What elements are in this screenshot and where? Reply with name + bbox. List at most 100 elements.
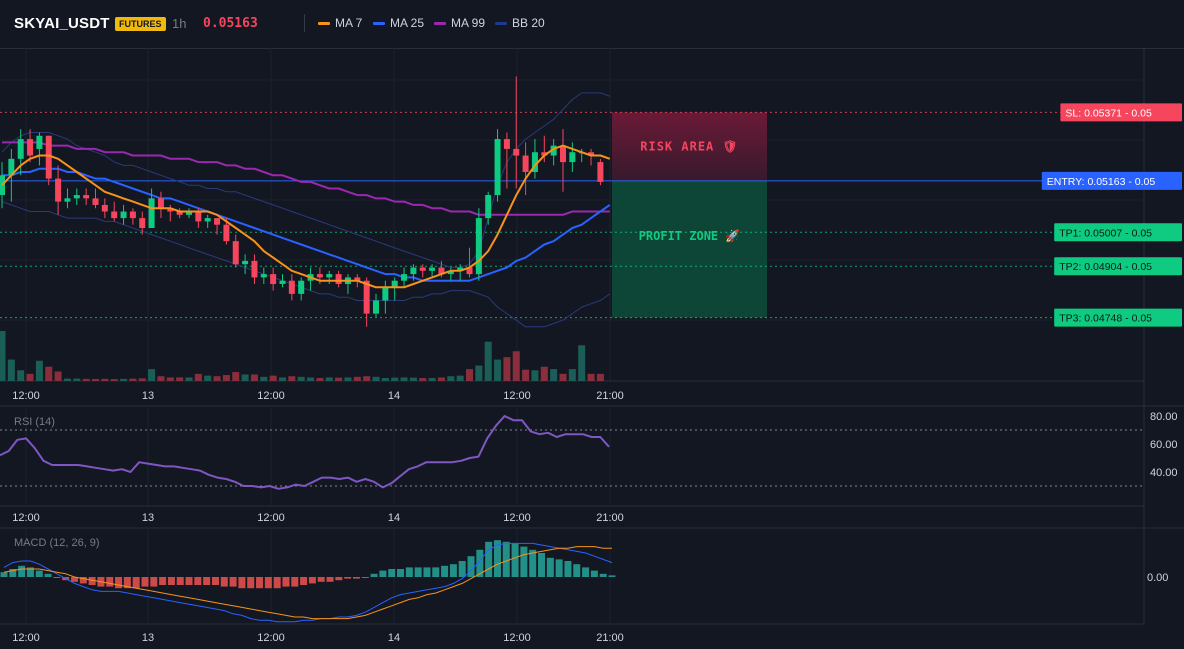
- volume-bar: [241, 374, 249, 381]
- candle-body: [363, 280, 370, 314]
- volume-bar: [17, 370, 25, 381]
- candle-body: [101, 204, 108, 212]
- volume-bar: [512, 351, 520, 381]
- level-label-0: SL: 0.05371 - 0.05: [1065, 107, 1152, 119]
- level-label-4: TP3: 0.04748 - 0.05: [1059, 313, 1152, 325]
- macd-histogram-bar: [582, 567, 590, 577]
- candle-body: [513, 148, 520, 156]
- main-time-label: 12:00: [503, 390, 531, 402]
- candle-body: [494, 139, 501, 196]
- main-time-label: 13: [142, 390, 154, 402]
- macd-histogram-bar: [0, 572, 8, 577]
- macd-time-label: 12:00: [12, 632, 40, 644]
- candle-body: [251, 260, 258, 278]
- candle-body: [129, 211, 136, 219]
- macd-histogram-bar: [132, 577, 140, 589]
- macd-time-label: 12:00: [257, 632, 285, 644]
- volume-bar: [391, 377, 399, 381]
- symbol-name[interactable]: SKYAI_USDT: [14, 15, 110, 32]
- volume-bar: [148, 369, 156, 381]
- macd-histogram-bar: [44, 573, 52, 577]
- volume-bar: [596, 373, 604, 381]
- macd-title: MACD (12, 26, 9): [14, 537, 100, 549]
- macd-histogram-bar: [194, 577, 202, 585]
- candle-body: [466, 267, 473, 275]
- volume-bar: [82, 378, 90, 381]
- candle-body: [288, 280, 295, 294]
- rsi-axis-label: 60.00: [1150, 439, 1178, 451]
- volume-bar: [316, 378, 324, 381]
- candle-body: [401, 274, 408, 281]
- macd-histogram-bar: [511, 543, 519, 577]
- volume-bar: [428, 378, 436, 381]
- legend-ma7[interactable]: MA 7: [318, 16, 362, 30]
- volume-bar: [344, 377, 352, 381]
- macd-time-label: 12:00: [503, 632, 531, 644]
- macd-histogram-bar: [247, 577, 255, 589]
- candle-body: [569, 152, 576, 163]
- macd-histogram-bar: [203, 577, 211, 585]
- profit-zone-label: PROFIT ZONE 🚀: [639, 229, 741, 243]
- volume-bar: [222, 375, 230, 381]
- candle-body: [298, 280, 305, 294]
- macd-histogram-bar: [555, 559, 563, 577]
- ma99-swatch: [434, 21, 446, 25]
- macd-histogram-bar: [211, 577, 219, 585]
- volume-bar: [45, 366, 53, 381]
- macd-histogram-bar: [220, 577, 228, 587]
- macd-histogram-bar: [423, 567, 431, 577]
- candle-body: [242, 260, 249, 265]
- macd-histogram-bar: [308, 577, 316, 584]
- ma25-swatch: [373, 21, 385, 25]
- macd-histogram-bar: [123, 577, 131, 589]
- rsi-axis-label: 80.00: [1150, 411, 1178, 423]
- candle-body: [176, 211, 183, 215]
- candle-body: [120, 211, 127, 219]
- candle-body: [36, 135, 43, 149]
- macd-time-label: 14: [388, 632, 400, 644]
- legend-bb20-label: BB 20: [512, 16, 545, 30]
- volume-bar: [466, 369, 473, 381]
- macd-histogram-bar: [282, 577, 290, 587]
- volume-bar: [587, 373, 595, 381]
- volume-bar: [26, 373, 34, 381]
- macd-histogram-bar: [370, 573, 378, 577]
- macd-histogram-bar: [273, 577, 281, 589]
- volume-bar: [73, 378, 81, 381]
- candle-body: [419, 267, 426, 271]
- macd-histogram-bar: [167, 577, 175, 585]
- volume-bar: [35, 360, 43, 381]
- macd-histogram-bar: [9, 569, 17, 577]
- volume-bar: [250, 374, 258, 381]
- candle-body: [232, 241, 239, 265]
- candle-body: [485, 195, 492, 219]
- macd-histogram-bar: [529, 549, 537, 577]
- volume-bar: [325, 377, 333, 381]
- candle-body: [541, 152, 548, 156]
- volume-bar: [522, 369, 530, 381]
- legend-ma25[interactable]: MA 25: [373, 16, 424, 30]
- legend-bb20[interactable]: BB 20: [495, 16, 545, 30]
- candle-body: [55, 178, 62, 202]
- interval-label[interactable]: 1h: [172, 16, 187, 31]
- macd-histogram-bar: [88, 577, 96, 585]
- volume-bar: [157, 376, 165, 381]
- macd-histogram-bar: [361, 577, 369, 578]
- macd-histogram-bar: [53, 577, 61, 578]
- volume-bar: [7, 359, 15, 381]
- ma7-swatch: [318, 21, 330, 25]
- legend-ma99[interactable]: MA 99: [434, 16, 485, 30]
- macd-histogram-bar: [538, 553, 546, 577]
- volume-bar: [400, 377, 408, 381]
- macd-histogram-bar: [229, 577, 237, 587]
- volume-bar: [419, 378, 427, 381]
- macd-histogram-bar: [26, 567, 34, 577]
- candle-body: [260, 274, 267, 278]
- candle-body: [503, 139, 510, 149]
- macd-histogram-bar: [141, 577, 149, 587]
- macd-histogram-bar: [335, 577, 343, 581]
- macd-histogram-bar: [176, 577, 184, 585]
- level-tag-0: [1060, 103, 1182, 122]
- candle-body: [560, 145, 566, 163]
